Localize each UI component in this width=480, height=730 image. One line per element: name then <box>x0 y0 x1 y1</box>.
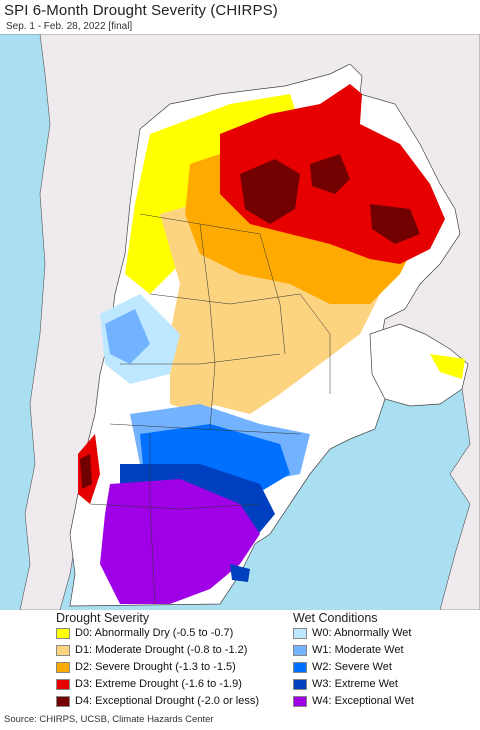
d4-zone-4 <box>80 454 92 489</box>
d4-zone-2 <box>310 154 350 194</box>
swatch-w1 <box>293 644 307 656</box>
legend-label-w3: W3: Extreme Wet <box>312 678 398 690</box>
swatch-d2 <box>56 661 70 673</box>
legend-item-d1: D1: Moderate Drought (-0.8 to -1.2) <box>56 644 247 656</box>
w4-zone <box>100 479 260 604</box>
legend-label-d3: D3: Extreme Drought (-1.6 to -1.9) <box>75 678 242 690</box>
legend-label-d1: D1: Moderate Drought (-0.8 to -1.2) <box>75 644 248 656</box>
legend-item-d4: D4: Exceptional Drought (-2.0 or less) <box>56 695 259 707</box>
d0-zone-east <box>430 354 465 379</box>
legend-label-w1: W1: Moderate Wet <box>312 644 404 656</box>
d4-zone-1 <box>240 159 300 224</box>
legend-item-w2: W2: Severe Wet <box>293 661 392 673</box>
province-borders <box>89 213 331 605</box>
legend-item-d0: D0: Abnormally Dry (-0.5 to -0.7) <box>56 627 233 639</box>
w3-zone-east <box>230 564 250 582</box>
legend-item-w1: W1: Moderate Wet <box>293 644 404 656</box>
legend-item-d3: D3: Extreme Drought (-1.6 to -1.9) <box>56 678 242 690</box>
drought-map <box>0 34 480 610</box>
legend: Drought Severity Wet Conditions D0: Abno… <box>0 611 480 711</box>
legend-label-d0: D0: Abnormally Dry (-0.5 to -0.7) <box>75 627 234 639</box>
drought-legend-heading: Drought Severity <box>56 611 150 625</box>
legend-label-w2: W2: Severe Wet <box>312 661 392 673</box>
w1-zone-west <box>105 309 150 364</box>
map-title: SPI 6-Month Drought Severity (CHIRPS) <box>4 2 278 19</box>
swatch-w0 <box>293 627 307 639</box>
legend-label-w0: W0: Abnormally Wet <box>312 627 412 639</box>
swatch-d3 <box>56 678 70 690</box>
swatch-w3 <box>293 678 307 690</box>
legend-item-d2: D2: Severe Drought (-1.3 to -1.5) <box>56 661 236 673</box>
source-note: Source: CHIRPS, UCSB, Climate Hazards Ce… <box>4 714 214 725</box>
swatch-w2 <box>293 661 307 673</box>
legend-label-d2: D2: Severe Drought (-1.3 to -1.5) <box>75 661 236 673</box>
legend-item-w3: W3: Extreme Wet <box>293 678 398 690</box>
swatch-d1 <box>56 644 70 656</box>
map-subtitle: Sep. 1 - Feb. 28, 2022 [final] <box>6 21 133 32</box>
legend-label-w4: W4: Exceptional Wet <box>312 695 414 707</box>
legend-item-w0: W0: Abnormally Wet <box>293 627 411 639</box>
uruguay-region <box>369 323 469 407</box>
legend-item-w4: W4: Exceptional Wet <box>293 695 414 707</box>
legend-label-d4: D4: Exceptional Drought (-2.0 or less) <box>75 695 260 707</box>
swatch-d4 <box>56 695 70 707</box>
swatch-d0 <box>56 627 70 639</box>
d4-zone-3 <box>370 204 420 244</box>
wet-legend-heading: Wet Conditions <box>293 611 378 625</box>
swatch-w4 <box>293 695 307 707</box>
